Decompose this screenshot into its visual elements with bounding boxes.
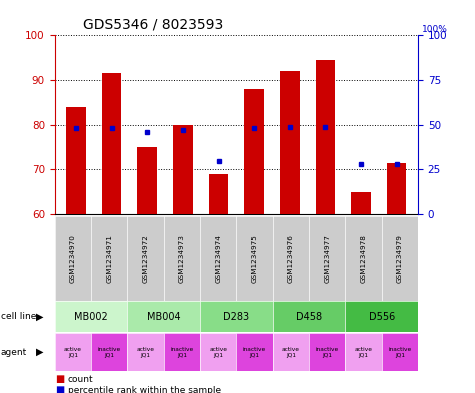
Text: active
JQ1: active JQ1: [64, 347, 82, 358]
Text: GSM1234979: GSM1234979: [397, 234, 403, 283]
Bar: [66, 107, 86, 214]
Text: GSM1234972: GSM1234972: [142, 234, 149, 283]
Bar: [209, 174, 228, 214]
Bar: [387, 163, 407, 214]
Text: GSM1234973: GSM1234973: [179, 234, 185, 283]
Bar: [351, 192, 371, 214]
Text: inactive
JQ1: inactive JQ1: [243, 347, 266, 358]
Text: cell line: cell line: [1, 312, 36, 321]
Bar: [137, 147, 157, 214]
Text: GDS5346 / 8023593: GDS5346 / 8023593: [83, 17, 223, 31]
Text: active
JQ1: active JQ1: [209, 347, 227, 358]
Text: MB002: MB002: [74, 312, 108, 322]
Bar: [173, 125, 193, 214]
Bar: [280, 71, 300, 214]
Text: active
JQ1: active JQ1: [136, 347, 154, 358]
Text: inactive
JQ1: inactive JQ1: [388, 347, 411, 358]
Text: D458: D458: [296, 312, 322, 322]
Text: ▶: ▶: [36, 312, 44, 322]
Text: GSM1234976: GSM1234976: [288, 234, 294, 283]
Bar: [102, 73, 122, 214]
Text: D556: D556: [369, 312, 395, 322]
Text: GSM1234977: GSM1234977: [324, 234, 330, 283]
Text: GSM1234974: GSM1234974: [215, 234, 221, 283]
Text: agent: agent: [1, 348, 27, 356]
Text: inactive
JQ1: inactive JQ1: [170, 347, 193, 358]
Bar: [244, 89, 264, 214]
Text: MB004: MB004: [147, 312, 180, 322]
Text: count: count: [68, 375, 94, 384]
Text: GSM1234971: GSM1234971: [106, 234, 112, 283]
Text: ■: ■: [55, 374, 64, 384]
Text: GSM1234975: GSM1234975: [251, 234, 257, 283]
Text: D283: D283: [223, 312, 249, 322]
Text: GSM1234978: GSM1234978: [361, 234, 367, 283]
Text: ■: ■: [55, 385, 64, 393]
Text: GSM1234970: GSM1234970: [70, 234, 76, 283]
Text: percentile rank within the sample: percentile rank within the sample: [68, 386, 221, 393]
Text: inactive
JQ1: inactive JQ1: [315, 347, 339, 358]
Text: inactive
JQ1: inactive JQ1: [97, 347, 121, 358]
Bar: [315, 60, 335, 214]
Text: active
JQ1: active JQ1: [354, 347, 372, 358]
Text: ▶: ▶: [36, 347, 44, 357]
Text: active
JQ1: active JQ1: [282, 347, 300, 358]
Text: 100%: 100%: [422, 25, 447, 33]
